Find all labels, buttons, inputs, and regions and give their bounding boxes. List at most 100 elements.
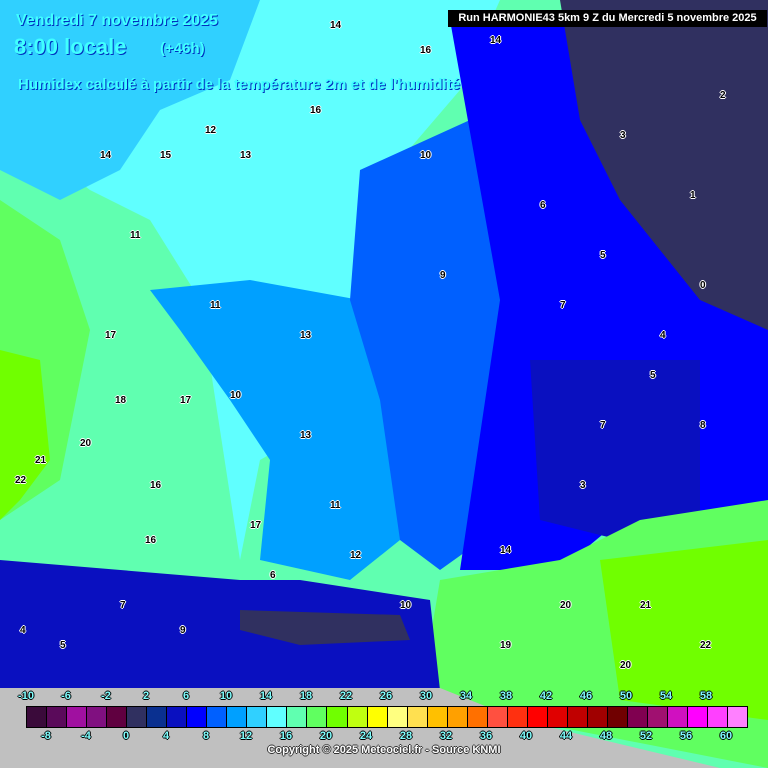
colorbar-swatch [27, 707, 48, 727]
colorbar-tick-label: 18 [299, 690, 313, 702]
map-value-label: 7 [600, 420, 606, 431]
colorbar-tick-label: -8 [41, 730, 51, 742]
colorbar-swatch [447, 707, 468, 727]
map-value-label: 14 [490, 35, 502, 46]
colorbar-swatch [728, 707, 748, 727]
map-value-label: 10 [230, 390, 242, 401]
map-value-label: 14 [500, 545, 512, 556]
copyright-text: Copyright © 2025 Meteociel.fr - Source K… [267, 744, 501, 756]
map-value-label: 7 [120, 600, 126, 611]
mediterranean-east-region [600, 540, 768, 720]
colorbar-swatch [367, 707, 388, 727]
colorbar-tick-label: 42 [539, 690, 553, 702]
colorbar-tick-label: 34 [459, 690, 473, 702]
colorbar-tick-label: 60 [719, 730, 733, 742]
france-west-region [150, 280, 400, 580]
map-value-label: 11 [130, 230, 141, 241]
colorbar-swatch [127, 707, 148, 727]
map-value-label: 18 [115, 395, 127, 406]
map-value-label: 20 [80, 438, 92, 449]
colorbar-tick-label: -4 [81, 730, 91, 742]
colorbar-tick-label: 30 [419, 690, 433, 702]
map-value-label: 4 [20, 625, 26, 636]
map-value-label: 16 [420, 45, 432, 56]
map-value-label: 13 [240, 150, 252, 161]
colorbar-swatch [627, 707, 648, 727]
map-value-label: 15 [160, 150, 172, 161]
colorbar-tick-label: 28 [399, 730, 413, 742]
colorbar-legend [26, 706, 748, 728]
forecast-date: Vendredi 7 novembre 2025 [16, 12, 218, 29]
colorbar-swatch [427, 707, 448, 727]
colorbar-tick-label: 40 [519, 730, 533, 742]
map-value-label: 7 [560, 300, 566, 311]
colorbar-swatch [247, 707, 268, 727]
pyrenees-region [240, 610, 410, 645]
colorbar-swatch [607, 707, 628, 727]
colorbar-swatch [187, 707, 208, 727]
colorbar-swatch [327, 707, 348, 727]
colorbar-tick-label: 4 [162, 730, 170, 742]
colorbar-tick-label: -6 [61, 690, 71, 702]
colorbar-tick-label: 50 [619, 690, 633, 702]
colorbar-swatch [407, 707, 428, 727]
map-value-label: 10 [420, 150, 432, 161]
colorbar-swatch [227, 707, 248, 727]
colorbar-tick-label: 48 [599, 730, 613, 742]
map-value-label: 2 [720, 90, 726, 101]
map-value-label: 16 [310, 105, 322, 116]
map-value-label: 22 [15, 475, 27, 486]
colorbar-swatch [307, 707, 328, 727]
map-value-label: 16 [145, 535, 157, 546]
colorbar-tick-label: 2 [142, 690, 150, 702]
colorbar-swatch [167, 707, 188, 727]
map-value-label: 17 [250, 520, 262, 531]
colorbar-tick-label: 6 [182, 690, 190, 702]
forecast-time: 8:00 locale [14, 34, 127, 59]
colorbar-swatch [708, 707, 729, 727]
map-value-label: 20 [620, 660, 632, 671]
colorbar-tick-label: 38 [499, 690, 513, 702]
colorbar-tick-label: 56 [679, 730, 693, 742]
iberia-region [0, 560, 440, 690]
map-value-label: 14 [330, 20, 342, 31]
map-value-label: 9 [440, 270, 446, 281]
map-value-label: 1 [690, 190, 696, 201]
colorbar-tick-label: 36 [479, 730, 493, 742]
colorbar-tick-label: 14 [259, 690, 273, 702]
map-value-label: 0 [700, 280, 706, 291]
map-value-label: 3 [620, 130, 626, 141]
colorbar-swatch [527, 707, 548, 727]
colorbar-tick-label: 16 [279, 730, 293, 742]
colorbar-tick-label: 0 [122, 730, 130, 742]
colorbar-tick-label: 10 [219, 690, 233, 702]
colorbar-swatch [547, 707, 568, 727]
map-value-label: 17 [180, 395, 192, 406]
colorbar-swatch [387, 707, 408, 727]
map-value-label: 12 [205, 125, 217, 136]
colorbar-tick-label: 24 [359, 730, 373, 742]
map-value-label: 21 [35, 455, 47, 466]
colorbar-tick-label: 32 [439, 730, 453, 742]
map-value-label: 6 [270, 570, 276, 581]
map-value-label: 16 [150, 480, 162, 491]
colorbar-swatch [267, 707, 288, 727]
map-value-label: 12 [350, 550, 362, 561]
map-value-label: 19 [500, 640, 512, 651]
map-value-label: 14 [100, 150, 112, 161]
alps-region [530, 360, 700, 540]
forecast-lead-time: (+46h) [160, 40, 205, 57]
northeast-dark-region [560, 0, 768, 330]
colorbar-tick-label: -2 [101, 690, 111, 702]
map-value-label: 5 [650, 370, 656, 381]
colorbar-swatch [287, 707, 308, 727]
map-value-label: 13 [300, 430, 312, 441]
colorbar-tick-label: 54 [659, 690, 673, 702]
colorbar-tick-label: -10 [18, 690, 34, 702]
map-value-label: 10 [400, 600, 412, 611]
uk-region [0, 0, 260, 200]
colorbar-swatch [67, 707, 88, 727]
map-value-label: 5 [60, 640, 66, 651]
colorbar-swatch [87, 707, 108, 727]
colorbar-tick-label: 58 [699, 690, 713, 702]
